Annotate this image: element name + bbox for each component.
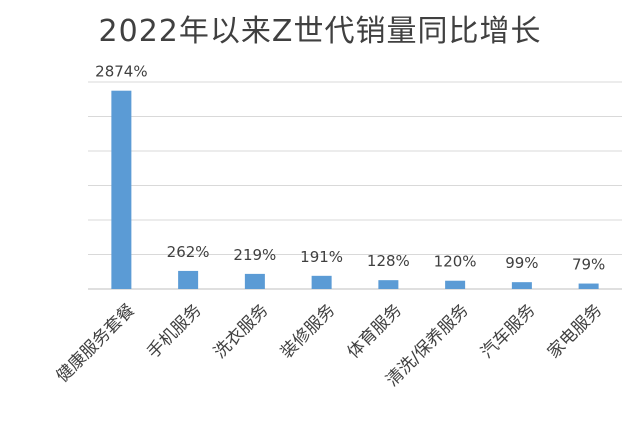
bar (511, 282, 532, 289)
data-labels: 2874% 262% 219% 191% 128% 120% 99% 79% (95, 63, 605, 274)
data-label: 120% (434, 253, 477, 271)
data-label: 79% (572, 256, 605, 274)
x-tick-label: 健康服务套餐 (53, 300, 139, 386)
data-label: 99% (505, 254, 538, 272)
x-tick-label: 装修服务 (277, 300, 339, 362)
bar (378, 280, 399, 289)
x-tick-label: 家电服务 (544, 300, 606, 362)
data-label: 128% (367, 252, 410, 270)
bar (111, 90, 132, 289)
bars (111, 90, 599, 289)
data-label: 191% (300, 248, 343, 266)
x-tick-label: 手机服务 (143, 300, 205, 362)
bar (244, 273, 265, 289)
x-tick-label: 汽车服务 (477, 300, 539, 362)
x-tick-label: 体育服务 (344, 300, 406, 362)
bar (578, 283, 599, 289)
data-label: 219% (233, 246, 276, 264)
bar (445, 280, 466, 289)
chart-title: 2022年以来Z世代销量同比增长 (98, 14, 542, 49)
x-tick-label: 洗衣服务 (210, 300, 272, 362)
gridlines (88, 81, 622, 290)
bar (311, 275, 332, 289)
data-label: 262% (167, 243, 210, 261)
bar (178, 270, 199, 289)
data-label: 2874% (95, 63, 147, 81)
